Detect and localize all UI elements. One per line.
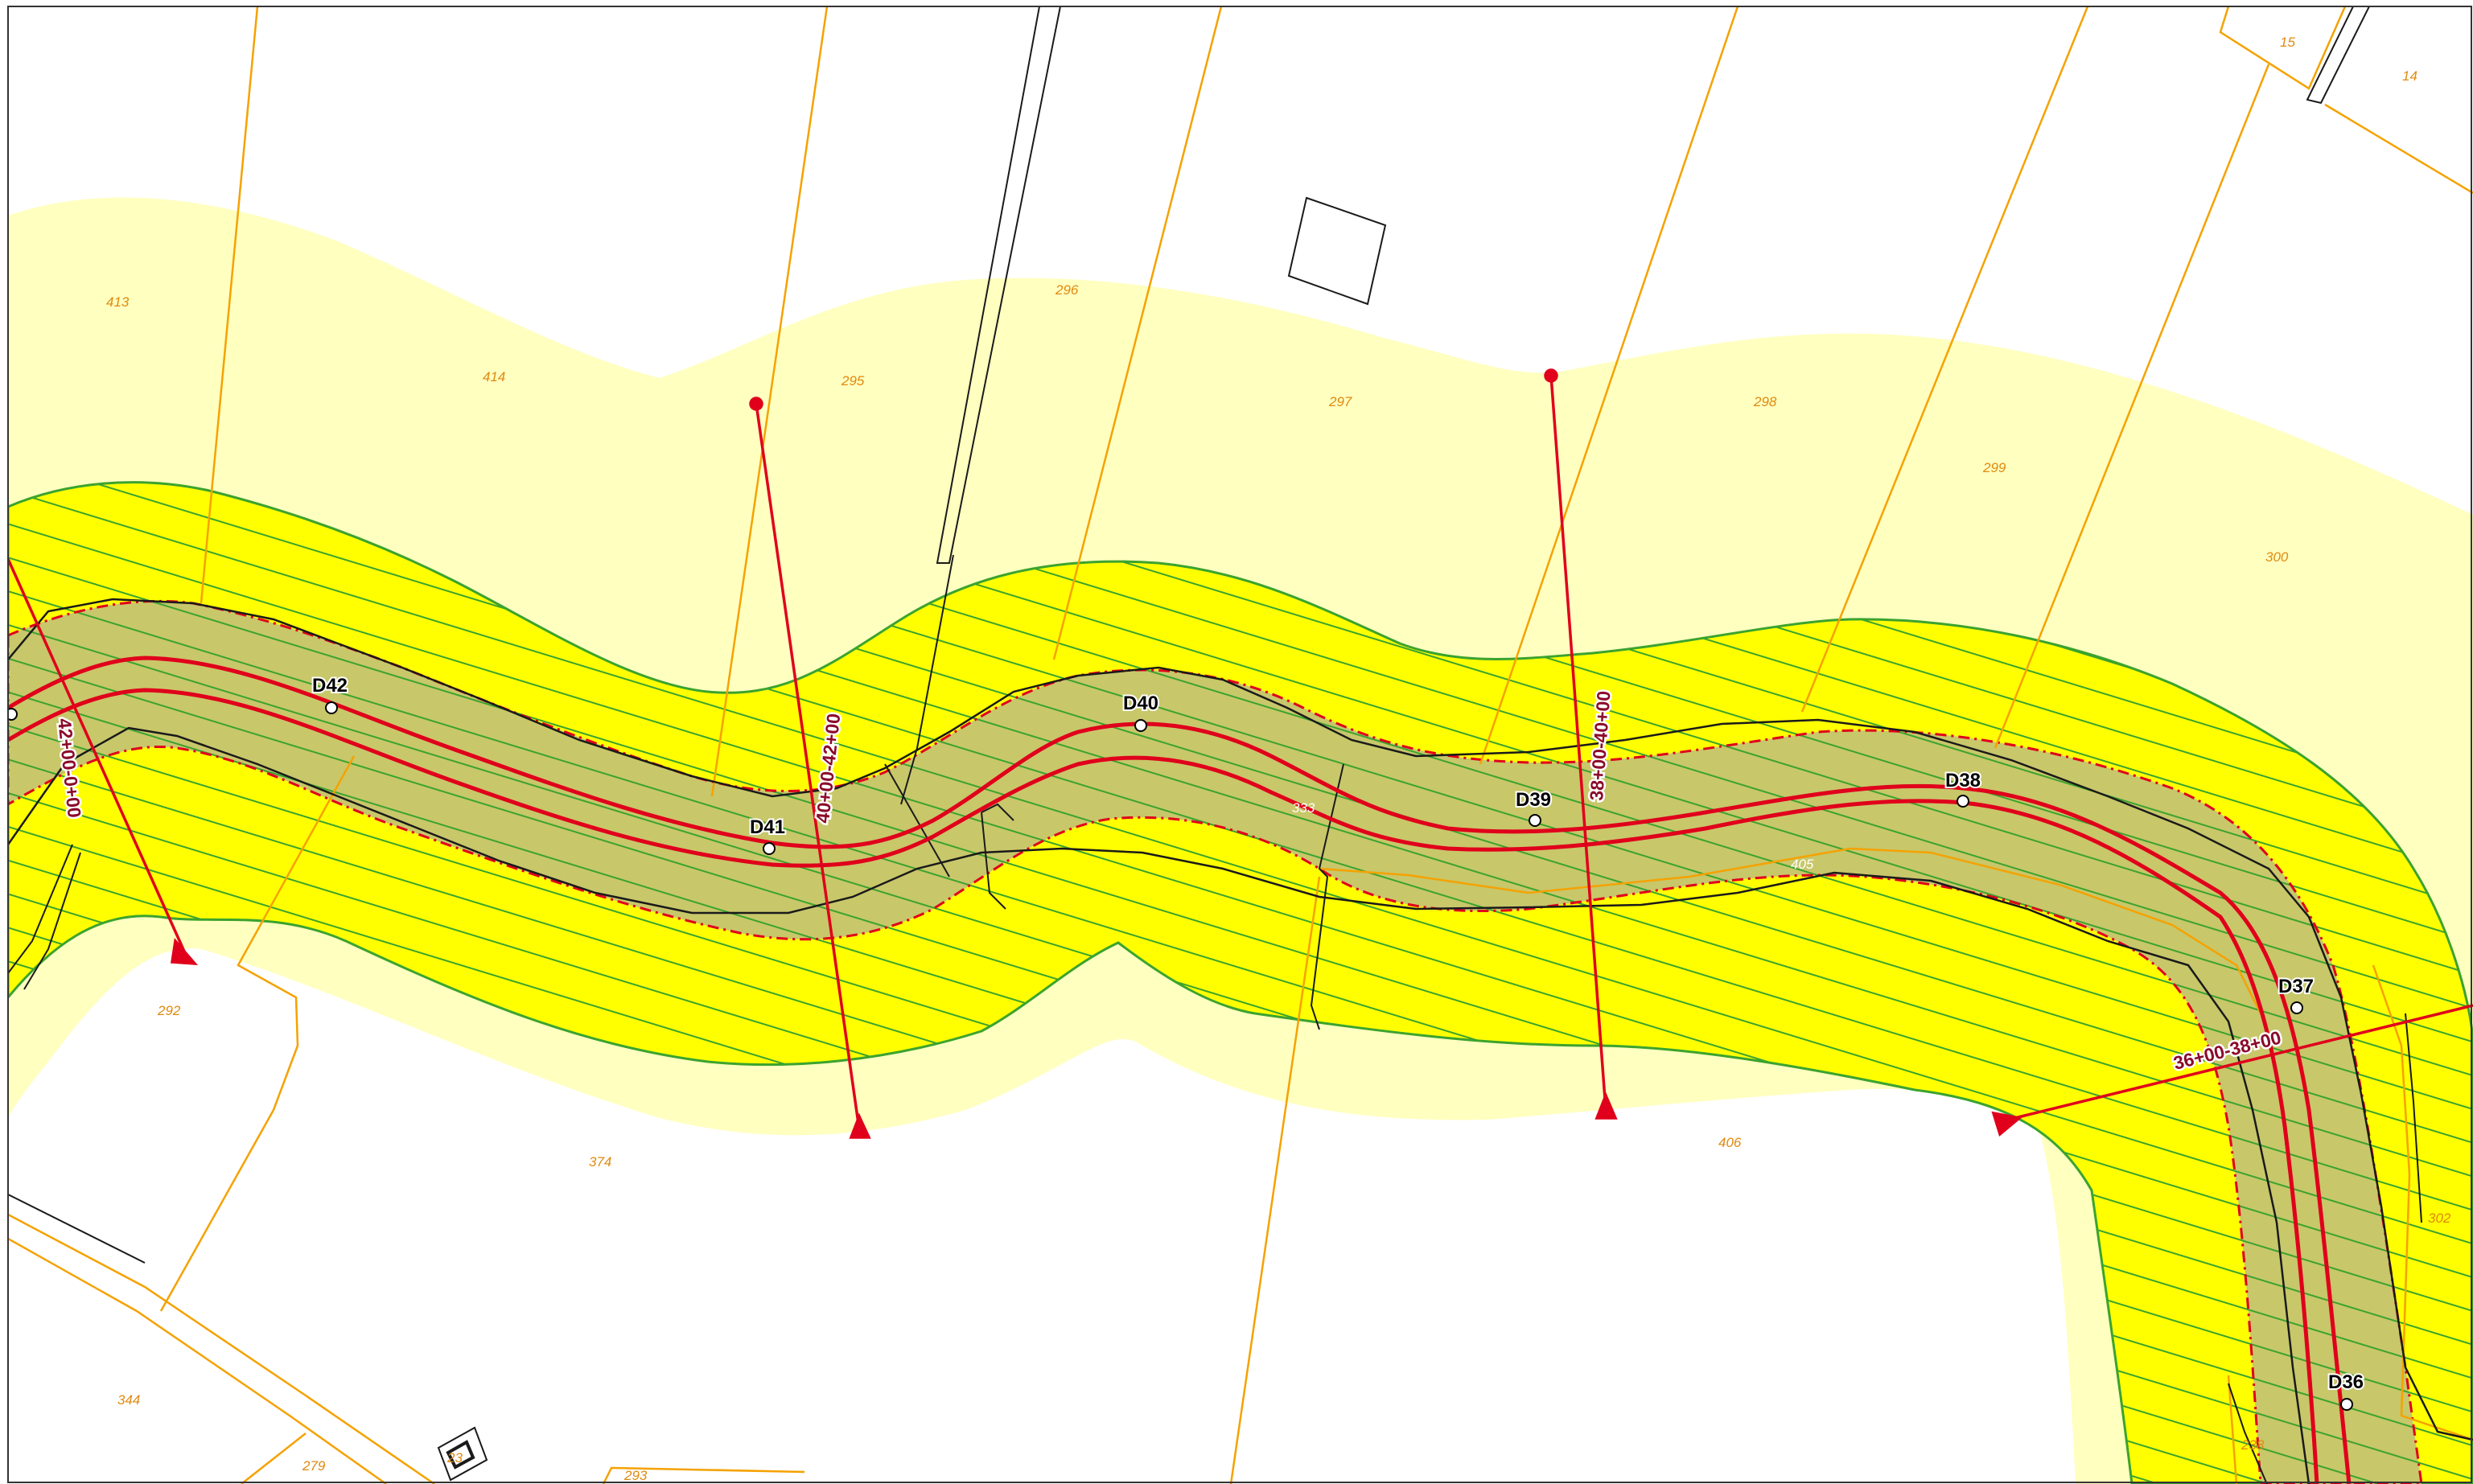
route-lines (8, 656, 2352, 1484)
parcel-label: 406 (1718, 1135, 1742, 1150)
marker-symbol (2340, 1398, 2353, 1411)
marker-symbol (8, 708, 18, 721)
parcel-label: 14 (2402, 68, 2417, 84)
parcel-label: 15 (2280, 35, 2295, 50)
marker-label: D39 (1516, 789, 1551, 811)
parcel-label: 299 (1982, 460, 2006, 475)
fence-lines (8, 6, 2473, 1484)
marker-symbol (1529, 814, 1541, 827)
parcel-label: 293 (623, 1468, 648, 1483)
marker-label: D41 (750, 816, 785, 838)
parcel-label: 296 (1055, 282, 1079, 298)
marker-label: D38 (1945, 770, 1981, 791)
parcel-label: 238 (2241, 1437, 2265, 1453)
marker-symbol (1134, 719, 1147, 732)
parcel-boundaries (8, 6, 2473, 1484)
marker-label: D37 (2278, 976, 2314, 997)
parcel-label: 279 (302, 1458, 326, 1474)
marker-symbol (1957, 795, 1969, 808)
survey-markers (8, 701, 2353, 1411)
parcel-label: 344 (117, 1392, 140, 1408)
parcel-label: 374 (589, 1154, 611, 1170)
marker-label: D42 (312, 675, 348, 697)
map-frame (7, 6, 2472, 1483)
parcel-label: 333 (1292, 800, 1315, 816)
parcel-labels: 413 414 295 296 297 298 299 300 15 14 29… (106, 35, 2451, 1483)
parcel-label: 295 (841, 373, 865, 388)
parcel-label: 300 (2265, 549, 2289, 565)
parcel-label: 414 (483, 369, 505, 384)
parcel-label: 413 (106, 294, 130, 310)
parcel-label: 405 (1791, 857, 1814, 872)
marker-labels: D42 D41 D40 D39 D38 D37 D36 (311, 673, 2365, 1395)
marker-symbol (763, 842, 776, 855)
parcel-label: 297 (1328, 394, 1352, 409)
marker-label: D40 (1123, 693, 1158, 714)
work-corridor (8, 599, 2423, 1484)
marker-symbol (325, 701, 338, 714)
marker-label: D36 (2328, 1371, 2364, 1393)
parcel-label: 292 (157, 1003, 181, 1018)
parcel-label: 298 (1753, 394, 1777, 409)
section-lines (8, 368, 2473, 1139)
parcel-label: 23 (446, 1450, 463, 1466)
parcel-label: 302 (2428, 1211, 2451, 1226)
marker-symbol (2290, 1001, 2303, 1014)
